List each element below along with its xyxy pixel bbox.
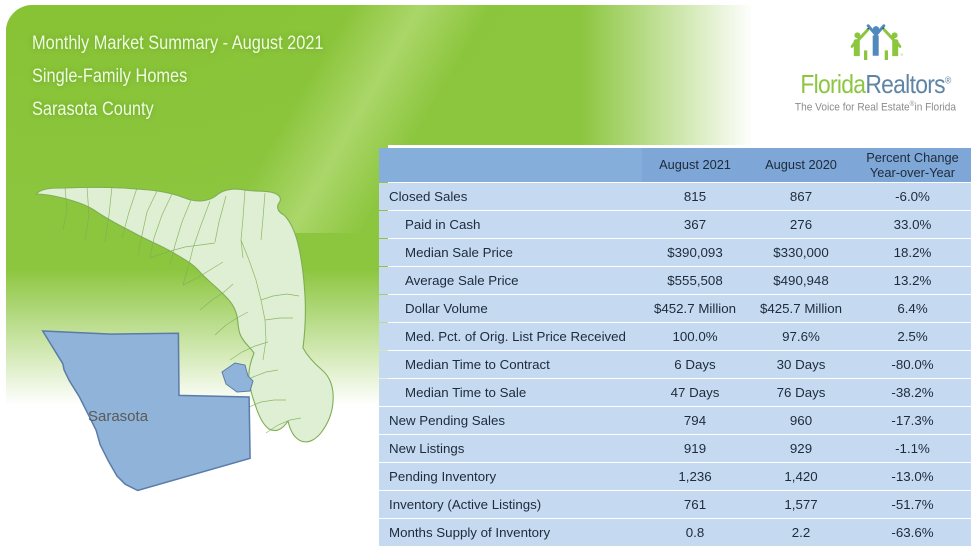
svg-text:Sarasota: Sarasota	[88, 408, 149, 425]
